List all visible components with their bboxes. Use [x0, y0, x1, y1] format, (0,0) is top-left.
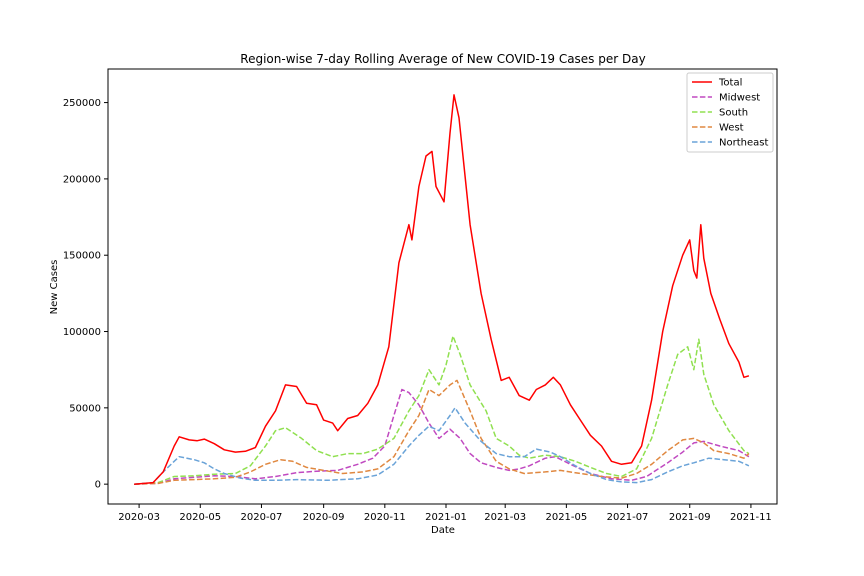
series-line-west [134, 379, 750, 485]
chart-title: Region-wise 7-day Rolling Average of New… [240, 52, 645, 66]
x-tick-label: 2021-09 [669, 512, 711, 523]
y-tick-label: 100000 [63, 327, 101, 338]
legend-label-south: South [719, 108, 748, 119]
x-tick-label: 2020-09 [303, 512, 345, 523]
x-tick-label: 2020-07 [241, 512, 283, 523]
legend-label-northeast: Northeast [719, 138, 768, 149]
series-layer [134, 94, 750, 485]
x-tick-label: 2021-11 [730, 512, 772, 523]
y-axis-ticks: 0 50000 100000 150000 200000 250000 [63, 98, 108, 491]
y-tick-label: 250000 [63, 98, 101, 109]
x-tick-label: 2020-05 [179, 512, 221, 523]
x-axis-label: Date [431, 525, 455, 536]
y-tick-label: 150000 [63, 251, 101, 262]
x-tick-label: 2021-01 [425, 512, 467, 523]
y-tick-label: 50000 [69, 403, 101, 414]
legend-label-total: Total [718, 78, 742, 89]
legend-label-west: West [719, 123, 744, 134]
plot-frame [107, 68, 778, 505]
series-line-south [134, 335, 750, 485]
x-tick-label: 2021-07 [607, 512, 649, 523]
y-tick-label: 200000 [63, 174, 101, 185]
x-axis-ticks: 2020-03 2020-05 2020-07 2020-09 2020-11 2021-… [118, 504, 772, 523]
legend: Total Midwest South West Northeast [686, 72, 774, 153]
legend-box [686, 72, 774, 153]
series-line-total [134, 94, 750, 485]
x-tick-label: 2020-03 [118, 512, 160, 523]
legend-label-midwest: Midwest [719, 93, 760, 104]
x-tick-label: 2021-03 [484, 512, 526, 523]
x-tick-label: 2021-05 [545, 512, 587, 523]
series-line-northeast [134, 407, 750, 485]
y-axis-label: New Cases [49, 260, 60, 315]
x-tick-label: 2020-11 [364, 512, 406, 523]
series-line-midwest [134, 388, 750, 485]
y-tick-label: 0 [95, 480, 101, 491]
